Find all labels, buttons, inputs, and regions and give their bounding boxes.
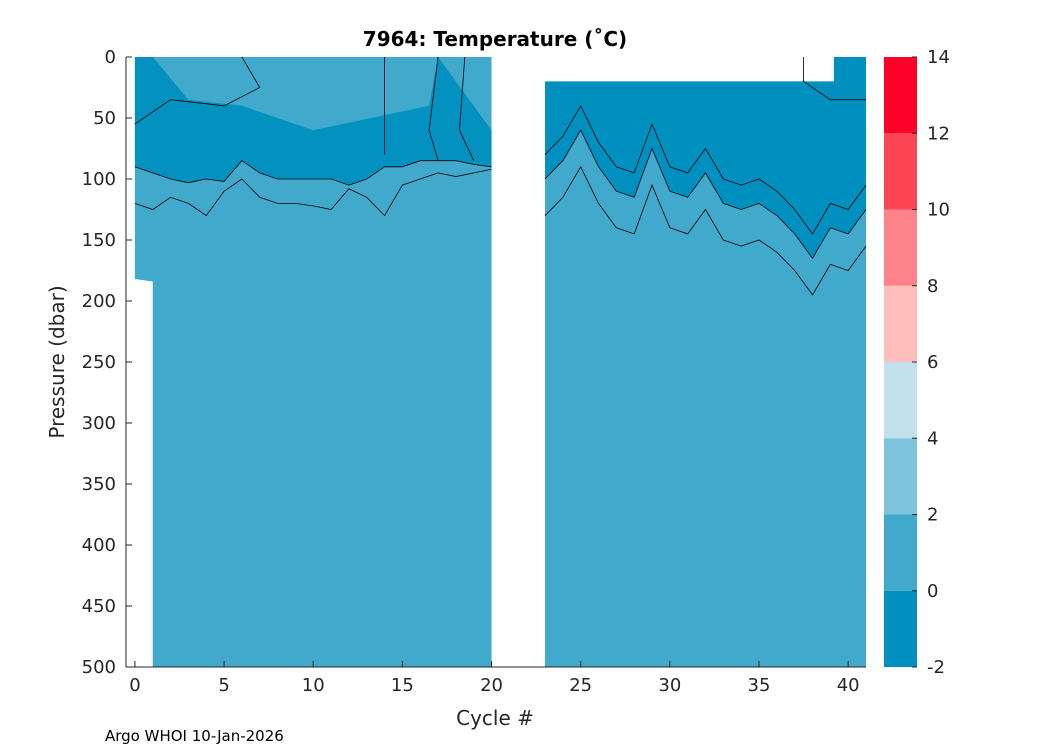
y-tick-label: 450 xyxy=(82,596,116,617)
colorbar-band xyxy=(884,57,917,134)
colorbar-tick-label: 12 xyxy=(927,123,950,144)
y-axis-ticks: 0 50 100 150 200 250 300 350 400 450 500 xyxy=(82,47,132,678)
x-tick-label: 15 xyxy=(391,675,414,696)
x-tick-label: 5 xyxy=(218,675,229,696)
plot-area xyxy=(134,56,867,667)
x-tick-label: 35 xyxy=(748,675,771,696)
contour-line xyxy=(544,129,867,260)
colorbar-tick-label: 14 xyxy=(927,47,950,68)
cold-layer-segment-2 xyxy=(545,57,866,259)
colorbar-band xyxy=(884,590,917,667)
field-segment-2 xyxy=(545,81,866,667)
y-tick-label: 50 xyxy=(93,108,116,129)
colorbar-band xyxy=(884,285,917,362)
x-axis-ticks: 0 5 10 15 20 25 30 35 40 xyxy=(129,661,860,696)
surface-gap xyxy=(545,57,834,82)
contour-line xyxy=(803,57,866,101)
x-axis-label: Cycle # xyxy=(456,706,534,730)
cold-layer-segment-1 xyxy=(134,57,492,186)
x-tick-label: 0 xyxy=(129,675,140,696)
colorbar: -2 0 2 4 6 8 10 12 14 xyxy=(884,47,950,678)
colorbar-band xyxy=(884,209,917,286)
contour-line xyxy=(544,165,867,296)
x-tick-label: 40 xyxy=(837,675,860,696)
y-tick-label: 350 xyxy=(82,474,116,495)
colorbar-tick-label: 2 xyxy=(927,505,938,526)
colorbar-tick-label: 4 xyxy=(927,428,938,449)
x-tick-label: 10 xyxy=(302,675,325,696)
contour-line xyxy=(134,56,261,125)
contour-line xyxy=(134,168,492,217)
y-tick-label: 400 xyxy=(82,535,116,556)
y-tick-label: 500 xyxy=(82,657,116,678)
colorbar-band xyxy=(884,438,917,515)
chart-title: 7964: Temperature (˚C) xyxy=(363,27,627,51)
colorbar-band xyxy=(884,514,917,591)
colorbar-tick-label: 10 xyxy=(927,200,950,221)
contour-line xyxy=(459,56,475,161)
y-tick-label: 250 xyxy=(82,352,116,373)
colorbar-tick-label: 0 xyxy=(927,581,938,602)
contour-line xyxy=(544,104,867,235)
colorbar-tick-label: 8 xyxy=(927,276,938,297)
field-segment-1 xyxy=(134,57,492,667)
y-tick-label: 150 xyxy=(82,230,116,251)
y-tick-label: 100 xyxy=(82,169,116,190)
colorbar-tick-label: 6 xyxy=(927,352,938,373)
footer-credit: Argo WHOI 10-Jan-2026 xyxy=(105,727,284,745)
colorbar-tick-label: -2 xyxy=(927,657,945,678)
y-tick-label: 300 xyxy=(82,413,116,434)
y-tick-label: 0 xyxy=(105,47,116,68)
colorbar-band xyxy=(884,133,917,210)
contour-line xyxy=(134,160,492,186)
x-tick-label: 30 xyxy=(658,675,681,696)
y-axis-label: Pressure (dbar) xyxy=(45,285,69,438)
contour-line xyxy=(428,56,439,161)
colorbar-band xyxy=(884,362,917,439)
y-tick-label: 200 xyxy=(82,291,116,312)
x-tick-label: 20 xyxy=(480,675,503,696)
x-tick-label: 25 xyxy=(569,675,592,696)
